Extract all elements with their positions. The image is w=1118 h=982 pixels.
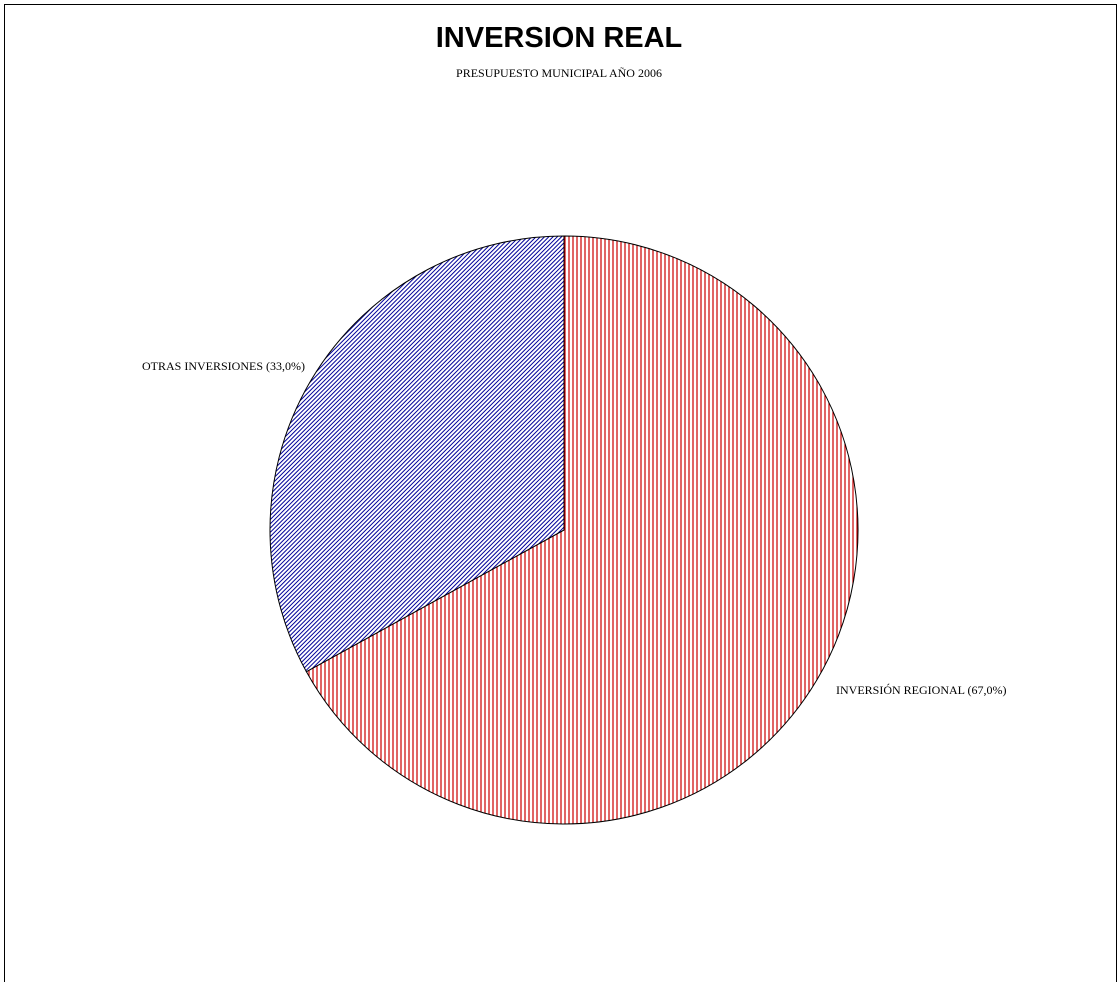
chart-frame (4, 4, 1117, 982)
pie-slice-otras-inversiones (269, 235, 565, 673)
slice-label-otras-inversiones: OTRAS INVERSIONES (33,0%) (142, 359, 305, 373)
pie-slice-inversion-regional (305, 235, 859, 825)
chart-title: INVERSION REAL (435, 22, 683, 54)
slice-label-inversion-regional: INVERSIÓN REGIONAL (67,0%) (836, 683, 1007, 697)
chart-subtitle: PRESUPUESTO MUNICIPAL AÑO 2006 (456, 66, 662, 80)
